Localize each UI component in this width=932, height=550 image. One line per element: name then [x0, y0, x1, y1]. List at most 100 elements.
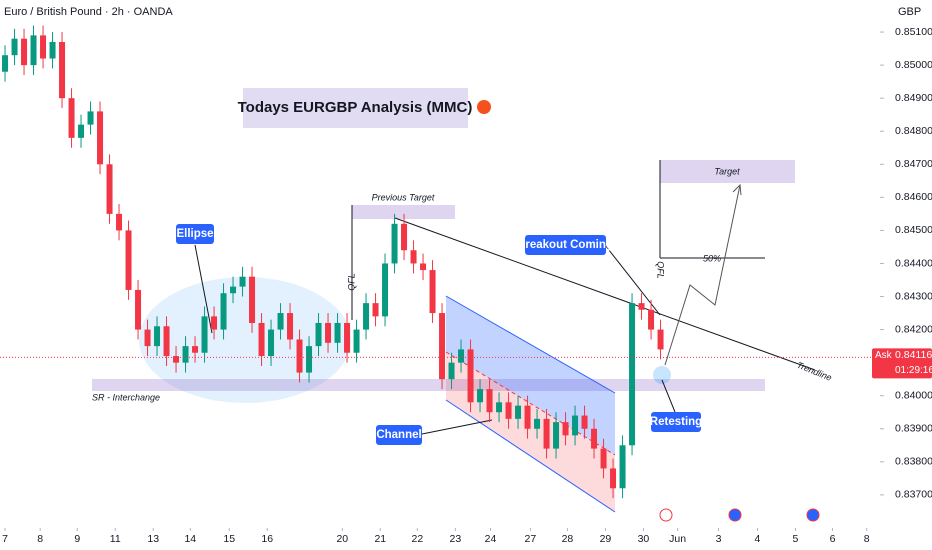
x-tick-label: 20 [336, 533, 348, 545]
channel-line [445, 399, 616, 513]
candle-body [391, 223, 398, 264]
x-tick-label: 5 [793, 533, 799, 545]
candle-body [11, 38, 18, 56]
candle-body [135, 289, 142, 330]
heading-box [243, 88, 468, 128]
event-icon [728, 508, 742, 522]
candle-body [21, 38, 28, 66]
candle-body [363, 303, 370, 330]
x-tick-label: 13 [147, 533, 159, 545]
breakout-label: Breakout Coming [517, 239, 613, 251]
label-box [525, 235, 606, 255]
y-tick-label: 0.84900 [895, 92, 932, 104]
candle-body [2, 55, 9, 72]
candle-body [553, 422, 560, 449]
countdown: 01:29:16 [895, 365, 932, 376]
candle-body [173, 356, 180, 363]
candle-body [211, 316, 218, 330]
candle-body [106, 164, 113, 214]
candle-body [163, 326, 170, 357]
channel-upper [446, 296, 615, 455]
candle-body [287, 313, 294, 340]
candle-body [268, 329, 275, 357]
candle-body [49, 41, 56, 59]
x-tick-label: 21 [374, 533, 386, 545]
candle-body [543, 418, 550, 449]
candle-body [648, 309, 655, 330]
candle-body [353, 329, 360, 353]
candle-body [600, 448, 607, 469]
x-tick-label: 9 [74, 533, 80, 545]
candle-body [467, 349, 474, 403]
candle-body [296, 339, 303, 373]
y-tick-label: 0.83900 [895, 423, 932, 435]
candle-body [220, 293, 227, 330]
candle-body [410, 250, 417, 264]
trendline [394, 217, 816, 371]
price-axis [880, 0, 932, 550]
candle-body [429, 270, 436, 314]
candle-body [638, 303, 645, 310]
y-tick-label: 0.83800 [895, 456, 932, 468]
pointer [421, 419, 493, 435]
candle-body [239, 276, 246, 287]
y-tick-label: 0.83700 [895, 489, 932, 501]
y-tick-label: 0.84300 [895, 290, 932, 302]
candle-body [581, 415, 588, 429]
candle-body [40, 35, 47, 59]
candle-body [515, 405, 522, 419]
ellipse-label: Ellipse [176, 228, 213, 240]
candle-body [230, 286, 237, 294]
x-tick-label: 6 [830, 533, 836, 545]
pointer [194, 244, 213, 334]
previous-target-zone [352, 205, 455, 219]
candle-body [534, 418, 541, 429]
candle-body [182, 346, 189, 363]
candle-body [629, 303, 636, 446]
candle-body [382, 263, 389, 317]
x-tick-label: 30 [638, 533, 650, 545]
trendline-label: Trendline [795, 360, 833, 383]
candles [0, 25, 880, 499]
y-tick-label: 0.84200 [895, 323, 932, 335]
candle-body [116, 213, 123, 231]
candle-body [59, 41, 66, 99]
target-label: Target [714, 166, 740, 176]
price-value: 0.84116 [895, 349, 932, 361]
candle-body [334, 322, 341, 343]
candle-body [201, 316, 208, 353]
x-tick-label: Jun [669, 533, 686, 545]
heading: Todays EURGBP Analysis (MMC) [238, 99, 473, 116]
candle-body [439, 313, 446, 380]
candle-body [458, 349, 465, 363]
x-tick-label: 8 [37, 533, 43, 545]
candle-body [249, 276, 256, 323]
candle-body [420, 263, 427, 271]
x-tick-label: 29 [600, 533, 612, 545]
price-side: Ask [875, 350, 893, 361]
candle-body [306, 346, 313, 373]
x-tick-label: 7 [2, 533, 8, 545]
candle-body [277, 313, 284, 330]
sr-label: SR - Interchange [92, 392, 160, 402]
candle-body [562, 422, 569, 436]
x-tick-label: 3 [716, 533, 722, 545]
candle-body [315, 322, 322, 347]
y-tick-label: 0.84400 [895, 257, 932, 269]
price-tag [872, 348, 932, 379]
candle-body [372, 303, 379, 317]
candle-body [524, 405, 531, 429]
candle-body [325, 322, 332, 343]
pointer [661, 379, 676, 413]
candle-body [496, 402, 503, 413]
candle-body [448, 362, 455, 380]
event-icon [806, 508, 820, 522]
y-tick-label: 0.84500 [895, 224, 932, 236]
candle-body [657, 329, 664, 350]
candle-body [192, 346, 199, 353]
channel-label: Channel [376, 429, 421, 441]
qfl-label: QFL [656, 261, 666, 279]
channel-line [445, 295, 616, 394]
candle-body [97, 111, 104, 165]
